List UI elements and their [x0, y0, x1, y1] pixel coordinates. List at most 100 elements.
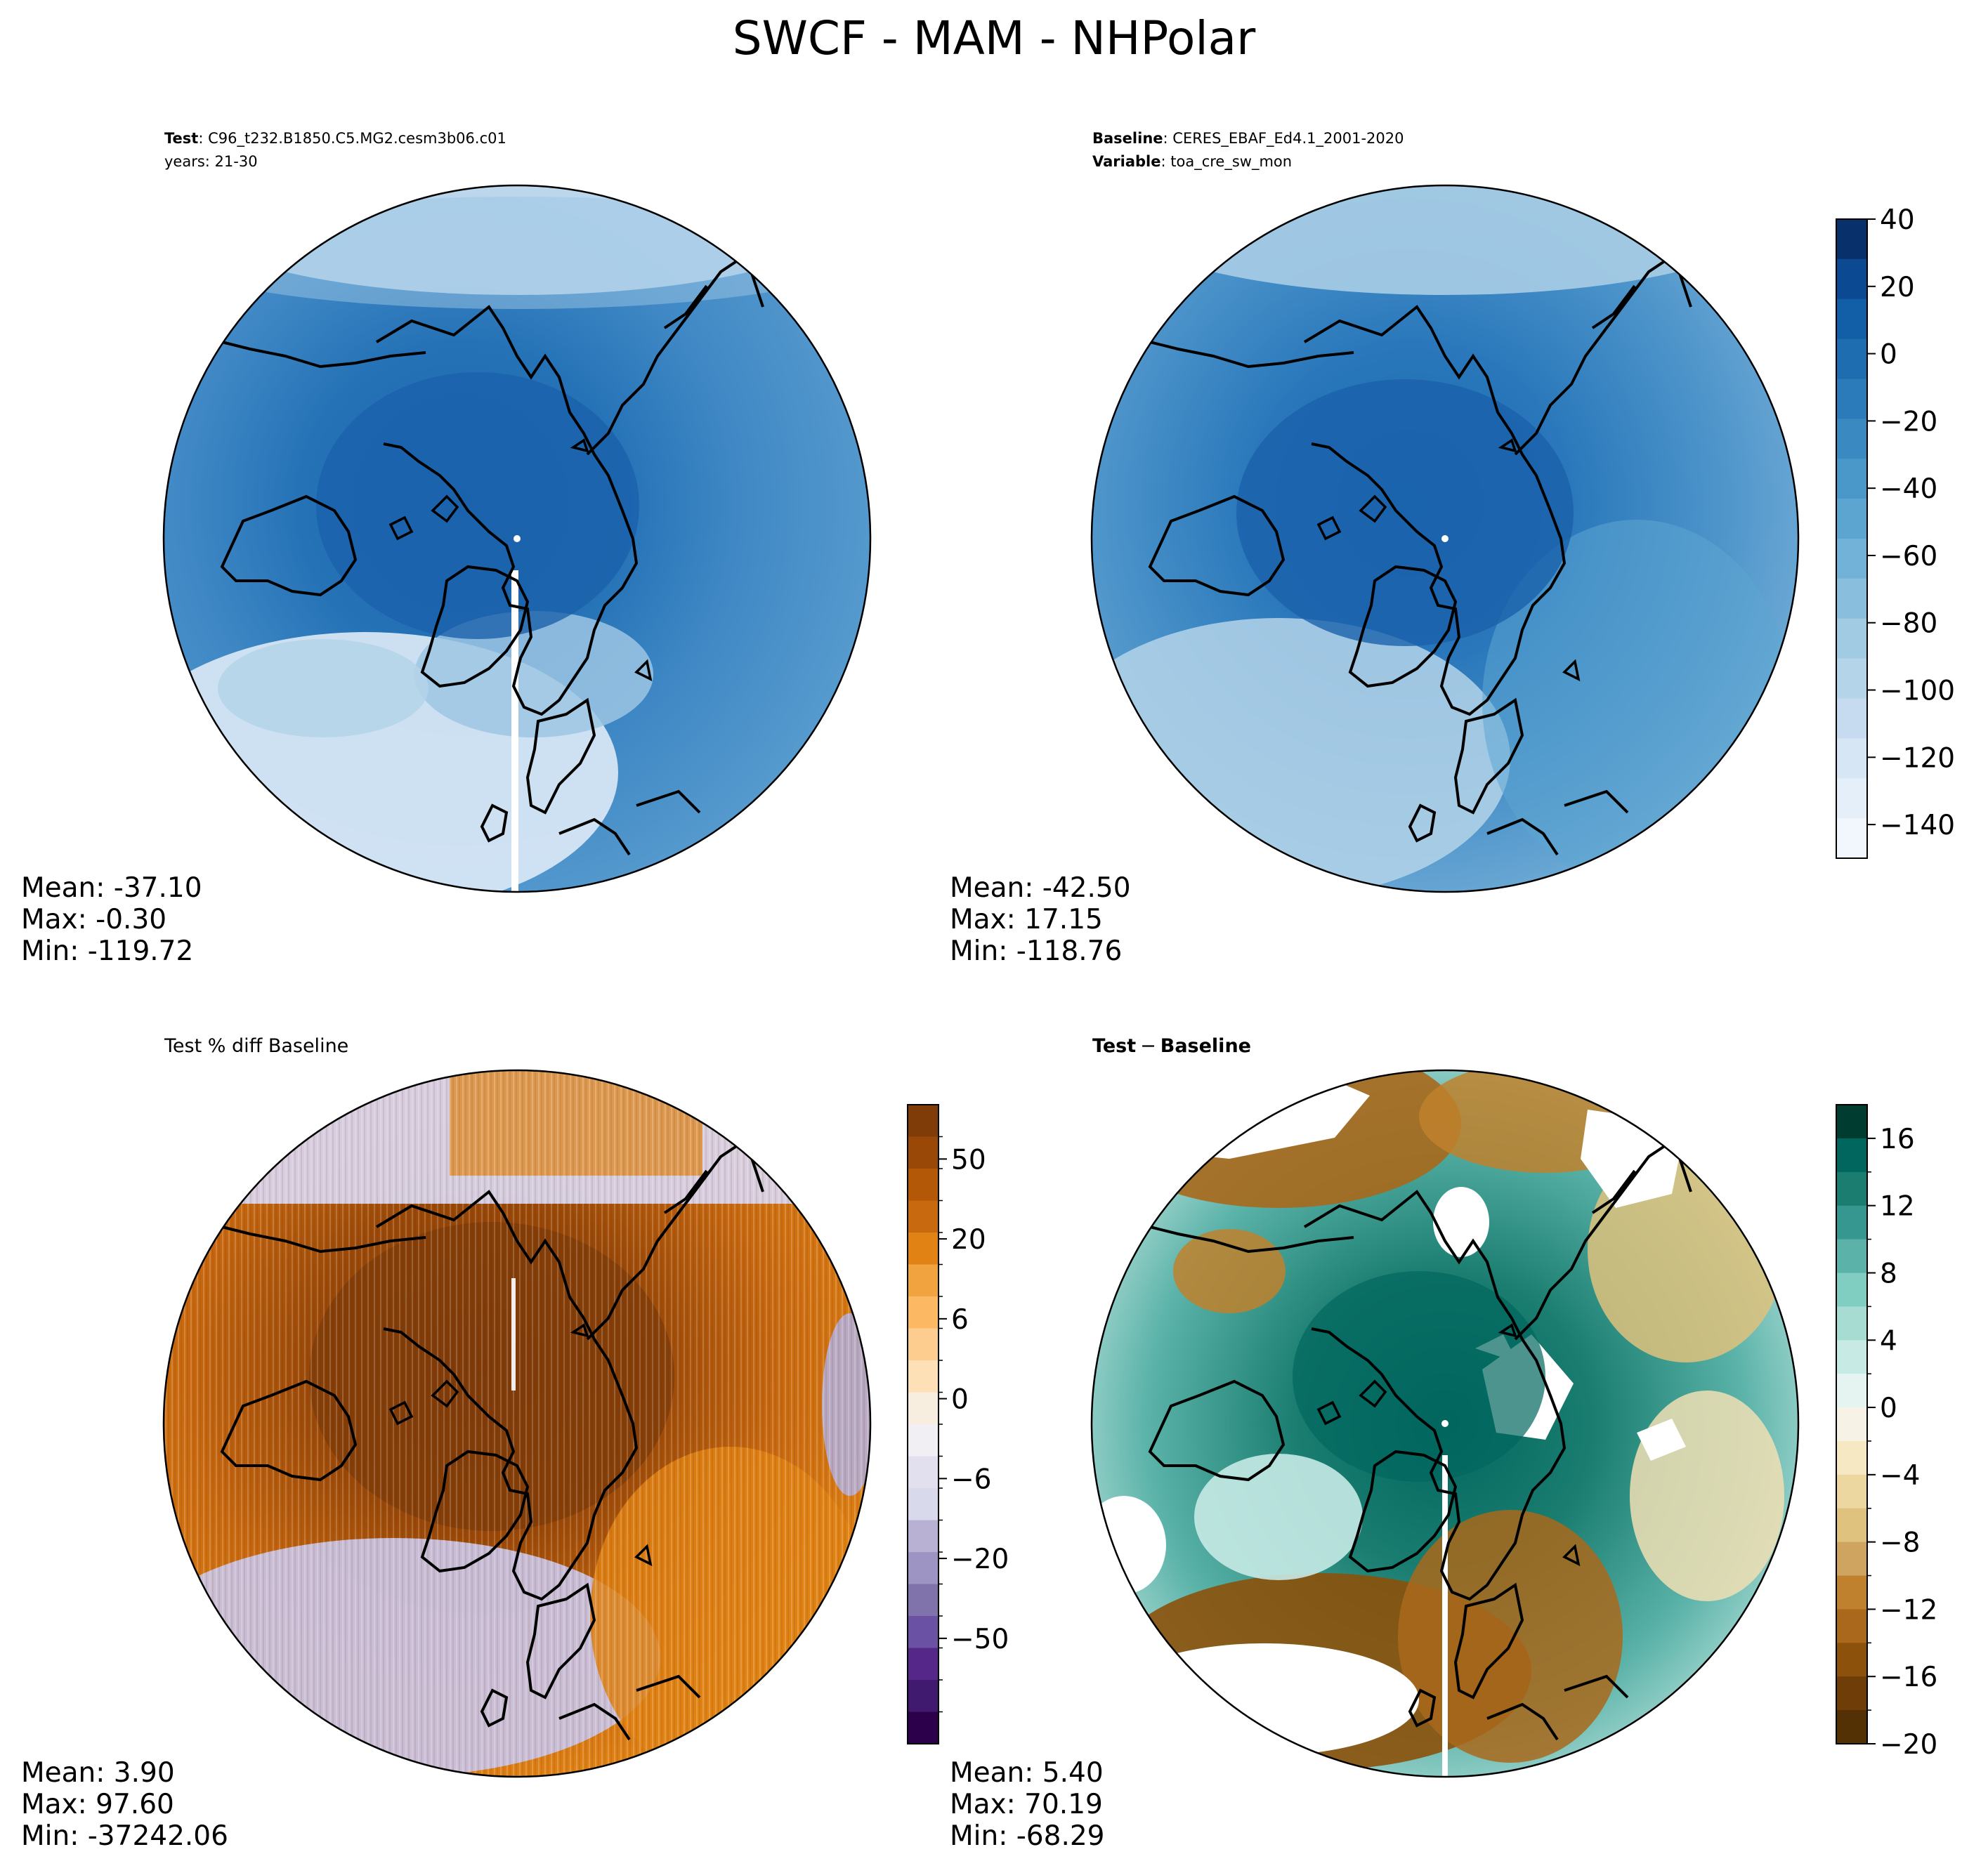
panel-pct-diff: Test % diff Baseline Mean: 3.90 Max: 97.…	[21, 1035, 872, 1852]
colorbar-segment	[1836, 1440, 1867, 1476]
panel-baseline: Baseline: CERES_EBAF_Ed4.1_2001-2020 Var…	[950, 130, 1800, 967]
colorbar-segment	[908, 1488, 939, 1521]
colorbar-segment	[908, 1711, 939, 1744]
diff-mean: Mean: 5.40	[950, 1757, 1104, 1789]
colorbar-tick-label: 40	[1880, 204, 1915, 236]
test-label: Test: C96_t232.B1850.C5.MG2.cesm3b06.c01	[164, 130, 506, 147]
colorbar-segment	[1836, 1508, 1867, 1543]
colorbar-segment	[1836, 298, 1867, 340]
colorbar-segment	[908, 1105, 939, 1138]
pct-diff-mean: Mean: 3.90	[21, 1757, 175, 1789]
colorbar-segment	[1836, 539, 1867, 579]
colorbar-segment	[1836, 1407, 1867, 1442]
colorbar-segment	[1836, 1138, 1867, 1173]
colorbar-tick-label: −100	[1880, 676, 1955, 707]
colorbar-segment	[1836, 419, 1867, 459]
colorbar-frame	[1836, 218, 1868, 859]
colorbar-tick-label: 12	[1880, 1191, 1915, 1223]
colorbar-segment	[908, 1520, 939, 1553]
pct-diff-title: Test % diff Baseline	[164, 1035, 348, 1057]
diff-title: Test − Baseline	[1092, 1035, 1251, 1057]
colorbar-tick-label: 0	[1880, 339, 1897, 371]
colorbar-blues: 40 20 0 −20 −40 −60 −80 −100 −120 −140	[1836, 204, 1955, 859]
baseline-variable: Variable: toa_cre_sw_mon	[1092, 153, 1292, 171]
colorbar-segment	[908, 1552, 939, 1585]
colorbar-tick-label: −20	[951, 1544, 1009, 1575]
panel-test: Test: C96_t232.B1850.C5.MG2.cesm3b06.c01…	[21, 130, 872, 967]
colorbar-segment	[1836, 1171, 1867, 1207]
colorbar-tick-label: 16	[1880, 1124, 1915, 1155]
colorbar-segment	[1836, 1609, 1867, 1643]
colorbar-segment	[908, 1456, 939, 1489]
colorbar-tick-label: −12	[1880, 1594, 1937, 1626]
colorbar-tick-label: −140	[1880, 810, 1955, 841]
colorbar-segment	[1836, 1105, 1867, 1139]
colorbar-segment	[1836, 379, 1867, 419]
colorbar-segment	[908, 1233, 939, 1266]
colorbar-segment	[1836, 1306, 1867, 1341]
colorbar-diff: 16 12 8 4 0 −4 −8 −12 −16 −20	[1836, 1104, 1937, 1761]
colorbar-segment	[1836, 1374, 1867, 1408]
colorbar-tick-label: 4	[1880, 1325, 1897, 1357]
figure-title: SWCF - MAM - NHPolar	[733, 11, 1256, 65]
baseline-max: Max: 17.15	[950, 904, 1103, 935]
baseline-map	[1092, 185, 1798, 892]
colorbar-segment	[1836, 258, 1867, 300]
pct-diff-map	[164, 1070, 870, 1777]
colorbar-segment	[1836, 1340, 1867, 1374]
colorbar-segment	[1836, 738, 1867, 779]
colorbar-frame	[1836, 1104, 1868, 1744]
colorbar-segment	[1836, 499, 1867, 539]
colorbar-tick-label: −20	[1880, 406, 1937, 438]
colorbar-segment	[1836, 1710, 1867, 1744]
colorbar-tick-label: 50	[951, 1144, 986, 1176]
colorbar-segment	[1836, 818, 1867, 859]
panel-diff: Test − Baseline Mean	[950, 1035, 1800, 1852]
colorbar-segment	[1836, 1575, 1867, 1610]
test-mean: Mean: -37.10	[21, 872, 202, 904]
colorbar-tick-label: 20	[951, 1224, 986, 1256]
colorbar-segment	[1836, 219, 1867, 260]
colorbar-segment	[908, 1360, 939, 1393]
pct-diff-min: Min: -37242.06	[21, 1820, 228, 1852]
baseline-label: Baseline: CERES_EBAF_Ed4.1_2001-2020	[1092, 130, 1404, 147]
test-map	[164, 185, 870, 892]
colorbar-segment	[1836, 618, 1867, 659]
colorbar-segment	[908, 1169, 939, 1202]
colorbar-tick-label: −4	[1880, 1460, 1921, 1492]
baseline-mean: Mean: -42.50	[950, 872, 1131, 904]
colorbar-segment	[908, 1296, 939, 1329]
baseline-min: Min: -118.76	[950, 935, 1122, 967]
colorbar-segment	[908, 1328, 939, 1361]
colorbar-tick-label: −80	[1880, 608, 1937, 640]
diff-max: Max: 70.19	[950, 1789, 1103, 1820]
colorbar-tick-label: 6	[951, 1304, 969, 1336]
test-years: years: 21-30	[164, 153, 258, 170]
colorbar-tick-label: 8	[1880, 1258, 1897, 1289]
colorbar-segment	[1836, 1542, 1867, 1577]
colorbar-segment	[1836, 339, 1867, 380]
colorbar-segment	[908, 1264, 939, 1297]
colorbar-segment	[908, 1648, 939, 1681]
colorbar-tick-label: −60	[1880, 541, 1937, 572]
pct-diff-max: Max: 97.60	[21, 1789, 174, 1820]
colorbar-segment	[1836, 1676, 1867, 1711]
colorbar-tick-label: −16	[1880, 1662, 1937, 1693]
colorbar-tick-label: −8	[1880, 1527, 1921, 1559]
colorbar-segment	[1836, 578, 1867, 619]
colorbar-segment	[908, 1616, 939, 1649]
colorbar-segment	[908, 1680, 939, 1713]
colorbar-tick-label: 20	[1880, 272, 1915, 303]
colorbar-segment	[908, 1392, 939, 1425]
colorbar-pct-diff: 50 20 6 0 −6 −20 −50	[907, 1104, 1009, 1744]
colorbar-segment	[908, 1584, 939, 1617]
colorbar-segment	[1836, 1474, 1867, 1509]
colorbar-segment	[1836, 1643, 1867, 1677]
test-max: Max: -0.30	[21, 904, 166, 935]
colorbar-segment	[1836, 658, 1867, 699]
colorbar-tick-label: −6	[951, 1464, 992, 1495]
colorbar-segment	[1836, 1273, 1867, 1307]
colorbar-segment	[1836, 1239, 1867, 1274]
colorbar-segment	[1836, 1205, 1867, 1240]
